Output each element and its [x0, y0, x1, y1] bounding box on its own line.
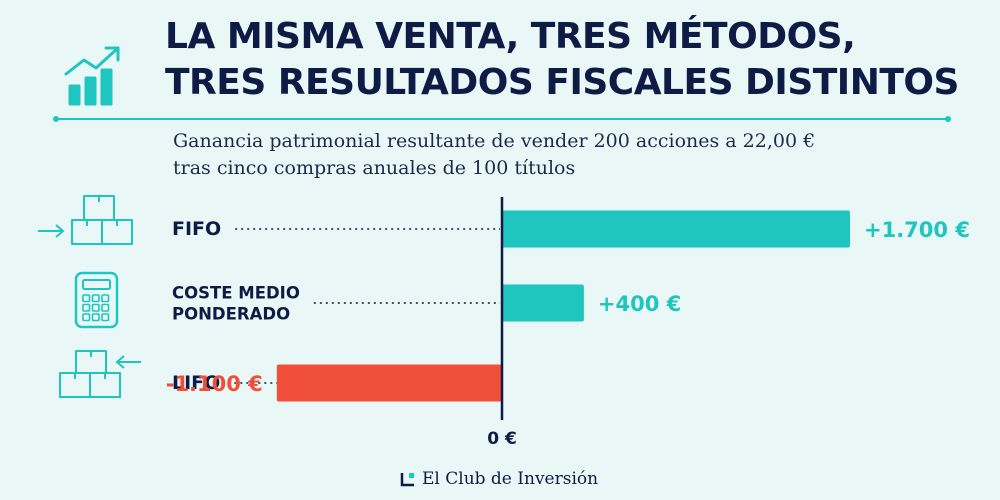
- zero-axis-label: 0 €: [487, 429, 517, 449]
- category-label: COSTE MEDIO PONDERADO: [172, 284, 300, 324]
- calculator-icon: [74, 271, 119, 329]
- title-line-1: LA MISMA VENTA, TRES MÉTODOS,: [165, 16, 856, 57]
- category-label: FIFO: [172, 218, 221, 240]
- data-label: +400 €: [598, 292, 681, 316]
- subtitle-line-1: Ganancia patrimonial resultante de vende…: [173, 130, 816, 152]
- brand-logo-icon: [400, 471, 416, 487]
- title-line-2: TRES RESULTADOS FISCALES DISTINTOS: [165, 62, 959, 103]
- category-label-line: LIFO: [172, 372, 220, 394]
- header-divider: [53, 116, 951, 122]
- growth-chart-icon: [64, 46, 120, 106]
- page-title: LA MISMA VENTA, TRES MÉTODOS, TRES RESUL…: [165, 14, 985, 106]
- category-label: LIFO: [172, 372, 220, 394]
- category-label-line: COSTE MEDIO: [172, 284, 300, 303]
- bar: [502, 284, 584, 322]
- brand-name: El Club de Inversión: [422, 469, 599, 489]
- bar: [502, 210, 850, 248]
- category-label-line: FIFO: [172, 218, 221, 240]
- boxes-arrow-out-icon: [59, 350, 141, 398]
- data-label: +1.700 €: [864, 218, 970, 242]
- subtitle-line-2: tras cinco compras anuales de 100 título…: [173, 157, 576, 179]
- bar: [276, 364, 502, 402]
- brand-footer: El Club de Inversión: [400, 468, 598, 490]
- boxes-arrow-in-icon: [38, 195, 133, 245]
- chart-subtitle: Ganancia patrimonial resultante de vende…: [173, 128, 953, 182]
- data-label: -1.100 €: [166, 372, 263, 396]
- category-label-line: PONDERADO: [172, 305, 290, 324]
